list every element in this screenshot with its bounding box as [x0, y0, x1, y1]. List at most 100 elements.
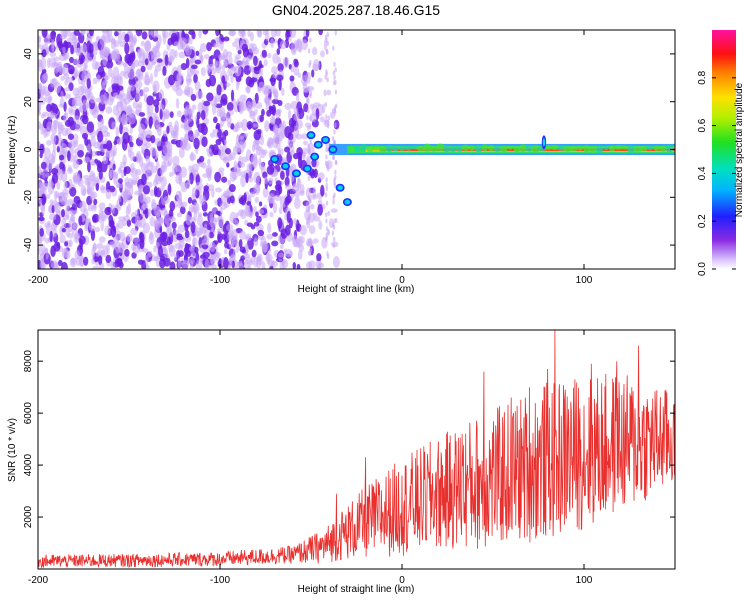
noise-blob — [176, 235, 184, 241]
noise-blob — [325, 154, 328, 160]
noise-blob — [38, 121, 42, 130]
noise-blob — [295, 119, 303, 130]
tail-blob — [330, 147, 336, 152]
noise-blob — [199, 43, 207, 53]
noise-blob — [306, 219, 309, 225]
noise-blob — [266, 233, 274, 240]
noise-blob — [250, 224, 256, 230]
noise-blob — [231, 239, 235, 248]
noise-blob — [102, 244, 108, 258]
noise-blob — [68, 178, 73, 190]
noise-blob — [65, 227, 71, 237]
noise-blob — [61, 208, 65, 218]
noise-blob — [223, 257, 229, 269]
noise-blob — [168, 216, 176, 222]
noise-blob — [166, 236, 172, 246]
noise-blob — [114, 31, 119, 37]
noise-blob — [38, 235, 42, 244]
signal-blob — [481, 144, 488, 152]
noise-blob — [223, 36, 230, 42]
noise-blob — [317, 263, 321, 269]
noise-blob — [151, 54, 158, 65]
noise-blob — [245, 172, 249, 184]
noise-blob — [207, 64, 215, 72]
noise-blob — [60, 90, 64, 99]
noise-blob — [51, 172, 59, 184]
noise-blob — [95, 35, 101, 41]
noise-blob — [100, 118, 105, 125]
noise-blob — [141, 203, 147, 210]
noise-blob — [284, 176, 290, 187]
noise-blob — [137, 259, 144, 265]
noise-blob — [92, 265, 100, 269]
noise-blob — [146, 95, 154, 106]
noise-blob — [162, 66, 167, 77]
noise-blob — [181, 259, 189, 269]
noise-blob — [89, 96, 96, 104]
noise-blob — [326, 77, 329, 83]
noise-blob — [124, 42, 130, 55]
noise-blob — [275, 30, 281, 37]
noise-blob — [126, 233, 133, 243]
noise-blob — [68, 139, 76, 150]
noise-blob — [259, 241, 264, 248]
noise-blob — [284, 125, 292, 139]
noise-blob — [265, 253, 273, 262]
noise-blob — [102, 143, 108, 149]
noise-blob — [299, 189, 305, 196]
noise-blob — [258, 67, 264, 78]
noise-blob — [122, 154, 127, 166]
noise-blob — [127, 67, 135, 80]
noise-blob — [232, 248, 237, 258]
noise-blob — [117, 60, 125, 66]
noise-blob — [98, 212, 102, 224]
noise-blob — [253, 237, 259, 247]
noise-blob — [90, 228, 96, 241]
noise-blob — [50, 30, 57, 40]
noise-blob — [127, 149, 132, 158]
noise-blob — [238, 239, 243, 249]
signal-blob — [595, 145, 603, 154]
noise-blob — [162, 144, 168, 155]
signal-blob — [404, 145, 413, 151]
noise-blob — [163, 31, 169, 39]
noise-blob — [72, 160, 80, 170]
noise-blob — [308, 260, 316, 269]
noise-blob — [179, 206, 186, 215]
noise-blob — [144, 162, 149, 175]
noise-blob — [218, 257, 222, 268]
signal-blob — [613, 145, 624, 150]
noise-blob — [184, 132, 189, 143]
noise-blob — [257, 229, 265, 237]
noise-blob — [91, 246, 96, 259]
noise-blob — [51, 41, 55, 53]
noise-blob — [117, 194, 122, 203]
noise-blob — [98, 236, 106, 243]
noise-blob — [255, 215, 262, 223]
noise-blob — [298, 235, 305, 245]
noise-blob — [185, 57, 190, 69]
noise-blob — [327, 230, 330, 236]
noise-blob — [168, 121, 172, 127]
noise-blob — [252, 98, 257, 109]
noise-blob — [326, 119, 330, 125]
noise-blob — [326, 166, 330, 172]
noise-blob — [73, 96, 82, 107]
noise-blob — [41, 30, 48, 38]
noise-blob — [116, 183, 124, 189]
noise-blob — [283, 248, 288, 255]
noise-blob — [315, 108, 320, 120]
noise-blob — [158, 245, 163, 258]
y-tick-label: 8000 — [23, 350, 34, 373]
noise-blob — [180, 123, 188, 129]
noise-blob — [256, 255, 262, 263]
noise-blob — [202, 30, 209, 35]
noise-blob — [234, 141, 241, 153]
noise-blob — [119, 122, 123, 135]
noise-blob — [204, 259, 210, 269]
noise-blob — [320, 184, 325, 197]
noise-blob — [300, 39, 308, 51]
noise-blob — [98, 169, 103, 180]
noise-blob — [108, 169, 115, 179]
noise-blob — [208, 74, 217, 87]
